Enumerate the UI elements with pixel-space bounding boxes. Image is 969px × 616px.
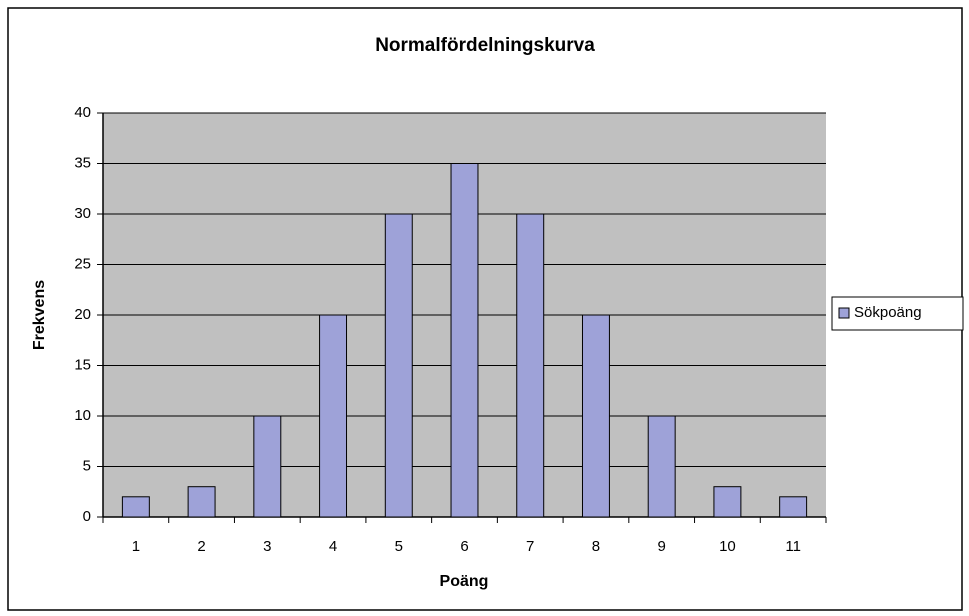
- chart-title: Normalfördelningskurva: [375, 35, 595, 56]
- bar: [516, 213, 545, 518]
- x-tick-label: 11: [785, 538, 801, 555]
- x-tick-label: 7: [526, 538, 534, 555]
- bar: [319, 314, 348, 518]
- y-tick-label: 10: [74, 407, 91, 424]
- x-tick-label: 9: [658, 538, 666, 555]
- bar: [384, 213, 413, 518]
- y-tick-label: 15: [74, 356, 91, 373]
- x-axis-label: Poäng: [440, 573, 489, 590]
- x-tick-label: 1: [132, 538, 140, 555]
- legend-swatch: [838, 307, 850, 319]
- bar: [647, 415, 676, 518]
- y-tick-label: 35: [74, 154, 91, 171]
- legend: [831, 296, 964, 331]
- x-tick-label: 10: [719, 538, 736, 555]
- x-tick-label: 5: [395, 538, 403, 555]
- x-tick-label: 8: [592, 538, 600, 555]
- bar: [450, 163, 479, 518]
- bar: [253, 415, 282, 518]
- bar: [121, 496, 150, 518]
- bar: [187, 486, 216, 518]
- x-tick-label: 3: [263, 538, 271, 555]
- y-tick-label: 20: [74, 306, 91, 323]
- y-tick-label: 0: [83, 508, 91, 525]
- y-axis-label: Frekvens: [31, 280, 48, 350]
- y-tick-label: 5: [83, 457, 91, 474]
- x-tick-label: 6: [460, 538, 468, 555]
- bar: [713, 486, 742, 518]
- x-tick-label: 4: [329, 538, 337, 555]
- x-tick-label: 2: [197, 538, 205, 555]
- bar: [779, 496, 808, 518]
- bar: [581, 314, 610, 518]
- legend-label: Sökpoäng: [854, 304, 922, 321]
- y-tick-label: 30: [74, 205, 91, 222]
- y-tick-label: 40: [74, 104, 91, 121]
- y-tick-label: 25: [74, 255, 91, 272]
